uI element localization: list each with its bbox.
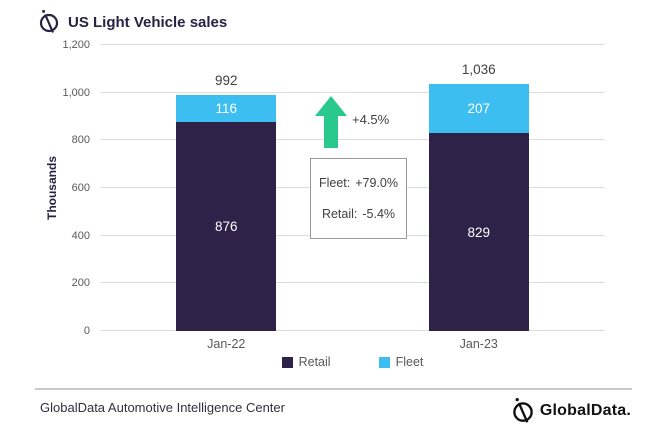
globaldata-logo: GlobalData. [511, 397, 631, 425]
y-tick-label: 400 [71, 229, 90, 242]
bar-total-label: 992 [214, 72, 238, 88]
legend-label: Fleet [395, 355, 424, 369]
callout-row-label: Retail: [321, 207, 358, 221]
footer-divider [35, 388, 632, 390]
bar-segment-value: 876 [214, 219, 238, 235]
growth-arrow-label: +4.5% [352, 112, 390, 127]
gridline [100, 139, 605, 141]
gridline [100, 330, 605, 331]
source-text: GlobalData Automotive Intelligence Cente… [40, 400, 285, 415]
y-tick-label: 200 [71, 277, 90, 290]
bar-total-label: 1,036 [461, 62, 496, 78]
chart-title: US Light Vehicle sales [68, 13, 228, 31]
y-tick-label: 800 [71, 134, 90, 147]
bar-segment-value: 116 [215, 100, 238, 116]
gridline [100, 282, 605, 284]
callout-row-value: +79.0% [355, 176, 398, 190]
bar-segment-retail: 876 [176, 122, 277, 331]
callout-row-value: -5.4% [362, 207, 396, 221]
bar-jan-23: 207 829 [428, 84, 529, 331]
legend-item-retail: Retail [281, 355, 331, 369]
bar-jan-22: 116 876 [176, 94, 277, 331]
bar-segment-value: 829 [467, 224, 491, 240]
y-axis-ticks: 0 200 400 600 800 1,000 1,200 [54, 39, 94, 337]
legend-item-fleet: Fleet [378, 355, 424, 369]
growth-arrow-icon [315, 96, 347, 148]
y-tick-label: 1,200 [62, 39, 90, 51]
bar-segment-fleet: 207 [428, 84, 529, 134]
y-tick-label: 1,000 [62, 86, 90, 99]
legend-swatch-fleet [378, 356, 390, 368]
y-tick-label: 0 [83, 325, 90, 337]
globaldata-compass-icon [513, 397, 533, 423]
bar-segment-value: 207 [467, 101, 491, 117]
bar-segment-retail: 829 [428, 133, 529, 331]
globaldata-compass-icon [39, 9, 59, 33]
callout-row: Retail: -5.4% [322, 207, 395, 221]
chart-legend: Retail Fleet [100, 355, 605, 369]
legend-label: Retail [298, 355, 331, 369]
x-axis-label: Jan-22 [207, 337, 246, 351]
plot-area: +4.5% Fleet: +79.0% Retail: -5.4% 116 876 992… [100, 44, 605, 331]
bar-segment-fleet: 116 [176, 94, 277, 123]
x-axis-label: Jan-23 [459, 337, 498, 351]
y-tick-label: 600 [71, 182, 90, 194]
callout-row: Fleet: +79.0% [319, 176, 398, 190]
brand-name: GlobalData. [539, 402, 631, 419]
x-axis-labels: Jan-22 Jan-23 [100, 337, 605, 353]
legend-swatch-retail [281, 356, 293, 368]
chart-header: US Light Vehicle sales [38, 9, 227, 35]
gridline [100, 44, 605, 45]
growth-arrow-shape [315, 96, 347, 148]
gridline [100, 91, 605, 93]
callout-row-label: Fleet: [318, 176, 351, 190]
callout-box: Fleet: +79.0% Retail: -5.4% [310, 158, 407, 239]
